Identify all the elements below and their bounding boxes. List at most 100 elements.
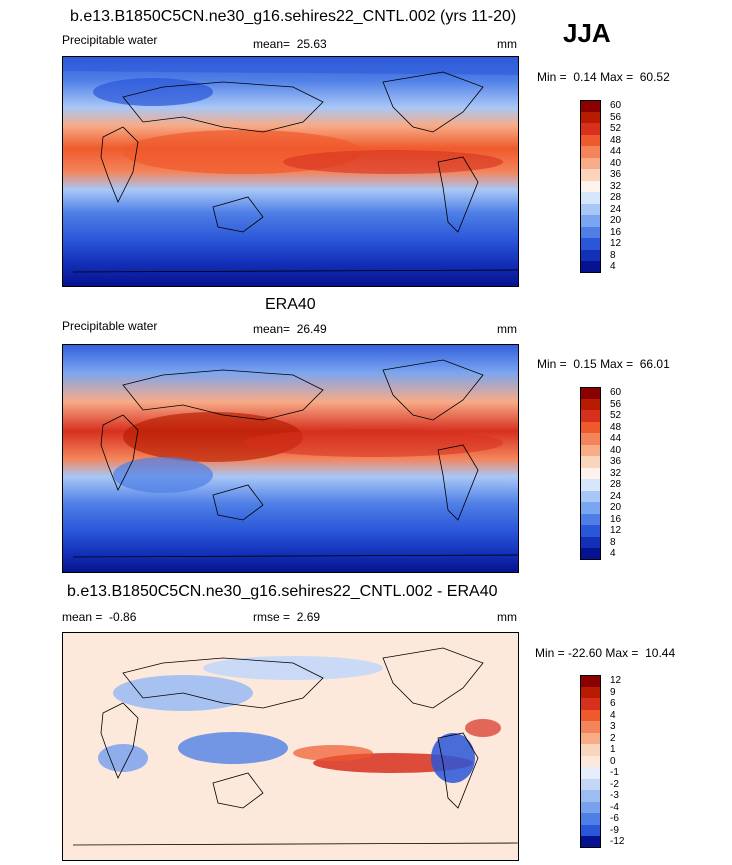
- colorbar-swatch: [580, 215, 601, 227]
- colorbar-tick-label: 2: [610, 732, 616, 744]
- colorbar-swatch: [580, 146, 601, 158]
- panel2-colorbar: 60 56 52 48 44 40 36 32 28 24 20 16 12 8 4: [580, 387, 640, 567]
- colorbar-swatch: [580, 824, 601, 836]
- colorbar-swatch: [580, 226, 601, 238]
- colorbar-tick-label: 9: [610, 686, 616, 698]
- colorbar-tick-label: 48: [610, 421, 622, 433]
- colorbar-tick-label: 44: [610, 146, 622, 157]
- colorbar-tick-label: 1: [610, 744, 616, 755]
- colorbar-tick-label: 44: [610, 433, 622, 444]
- colorbar-swatch: [580, 238, 601, 250]
- panel3-map: [62, 632, 519, 861]
- colorbar-tick-label: 4: [610, 261, 616, 272]
- colorbar-swatch: [580, 398, 601, 410]
- panel2-minmax: Min = 0.15 Max = 66.01: [537, 357, 670, 371]
- colorbar-tick-label: 52: [610, 123, 622, 134]
- colorbar-tick-label: 16: [610, 226, 622, 238]
- panel3-minmax: Min = -22.60 Max = 10.44: [535, 646, 676, 660]
- season-label: JJA: [563, 18, 611, 48]
- colorbar-swatch: [580, 778, 601, 790]
- colorbar-swatch: [580, 421, 601, 433]
- colorbar-swatch: [580, 157, 601, 169]
- colorbar-tick-label: -12: [610, 836, 625, 847]
- colorbar-tick-label: 28: [610, 192, 622, 203]
- colorbar-tick-label: 8: [610, 536, 616, 548]
- colorbar-tick-label: 60: [610, 387, 622, 398]
- colorbar-tick-label: -2: [610, 778, 619, 790]
- colorbar-swatch: [580, 261, 601, 273]
- panel2-units: mm: [497, 322, 517, 336]
- colorbar-tick-label: -9: [610, 824, 619, 836]
- colorbar-tick-label: 36: [610, 456, 622, 467]
- colorbar-swatch: [580, 548, 601, 560]
- colorbar-tick-label: 56: [610, 398, 622, 410]
- panel3-units: mm: [497, 610, 517, 624]
- colorbar-swatch: [580, 123, 601, 135]
- colorbar-swatch: [580, 467, 601, 479]
- colorbar-swatch: [580, 180, 601, 192]
- colorbar-tick-label: -3: [610, 790, 619, 801]
- colorbar-tick-label: -6: [610, 813, 619, 824]
- colorbar-tick-label: 4: [610, 548, 616, 559]
- panel1-colorbar: 60 56 52 48 44 40 36 32 28 24 20 16 12 8 4: [580, 100, 640, 280]
- colorbar-swatch: [580, 698, 601, 710]
- panel2-map: [62, 344, 519, 573]
- colorbar-tick-label: 12: [610, 238, 622, 249]
- panel3-mean: mean = -0.86: [62, 610, 137, 624]
- colorbar-tick-label: 36: [610, 169, 622, 180]
- colorbar-swatch: [580, 100, 601, 112]
- colorbar-swatch: [580, 502, 601, 514]
- colorbar-swatch: [580, 813, 601, 825]
- colorbar-tick-label: 12: [610, 525, 622, 536]
- colorbar-swatch: [580, 203, 601, 215]
- colorbar-swatch: [580, 169, 601, 181]
- colorbar-swatch: [580, 490, 601, 502]
- panel1-minmax: Min = 0.14 Max = 60.52: [537, 70, 670, 84]
- colorbar-tick-label: 12: [610, 675, 622, 686]
- panel1-title: b.e13.B1850C5CN.ne30_g16.sehires22_CNTL.…: [70, 8, 517, 25]
- colorbar-tick-label: -1: [610, 767, 619, 778]
- colorbar-tick-label: 16: [610, 513, 622, 525]
- colorbar-tick-label: 56: [610, 111, 622, 123]
- colorbar-tick-label: 20: [610, 215, 622, 226]
- colorbar-swatch: [580, 732, 601, 744]
- colorbar-swatch: [580, 249, 601, 261]
- colorbar-swatch: [580, 675, 601, 687]
- colorbar-swatch: [580, 836, 601, 848]
- colorbar-tick-label: 8: [610, 249, 616, 261]
- colorbar-swatch: [580, 801, 601, 813]
- panel2-variable: Precipitable water: [62, 319, 158, 333]
- colorbar-swatch: [580, 192, 601, 204]
- colorbar-swatch: [580, 513, 601, 525]
- colorbar-swatch: [580, 134, 601, 146]
- colorbar-swatch: [580, 479, 601, 491]
- colorbar-swatch: [580, 709, 601, 721]
- colorbar-swatch: [580, 444, 601, 456]
- panel3-rmse: rmse = 2.69: [253, 610, 321, 624]
- colorbar-tick-label: 4: [610, 709, 616, 721]
- colorbar-swatch: [580, 744, 601, 756]
- colorbar-swatch: [580, 433, 601, 445]
- colorbar-swatch: [580, 525, 601, 537]
- colorbar-tick-label: 40: [610, 444, 622, 456]
- colorbar-swatch: [580, 456, 601, 468]
- colorbar-swatch: [580, 790, 601, 802]
- colorbar-swatch: [580, 721, 601, 733]
- panel1-variable: Precipitable water: [62, 33, 158, 47]
- colorbar-swatch: [580, 410, 601, 422]
- colorbar-tick-label: -4: [610, 801, 619, 813]
- panel1-units: mm: [497, 37, 517, 51]
- colorbar-tick-label: 24: [610, 490, 622, 502]
- panel2-mean: mean= 26.49: [253, 322, 327, 336]
- panel1-mean: mean= 25.63: [253, 37, 327, 51]
- colorbar-tick-label: 20: [610, 502, 622, 513]
- colorbar-swatch: [580, 536, 601, 548]
- colorbar-tick-label: 6: [610, 698, 616, 709]
- colorbar-tick-label: 32: [610, 180, 622, 192]
- panel1-map: [62, 56, 519, 287]
- colorbar-swatch: [580, 686, 601, 698]
- colorbar-tick-label: 52: [610, 410, 622, 421]
- colorbar-tick-label: 48: [610, 134, 622, 146]
- colorbar-swatch: [580, 755, 601, 767]
- colorbar-tick-label: 32: [610, 467, 622, 479]
